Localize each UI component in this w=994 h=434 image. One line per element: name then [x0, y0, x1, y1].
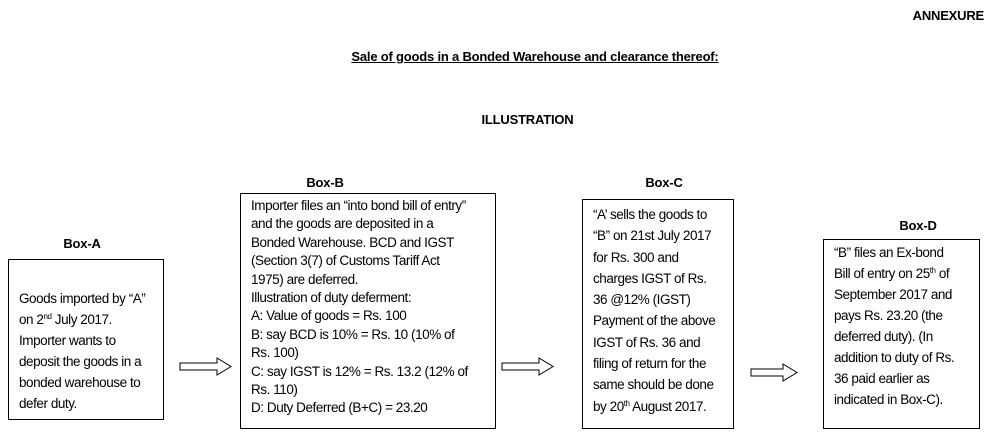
- box-text-line: pays Rs. 23.20 (the: [834, 305, 979, 326]
- text-segment: July 2017.: [51, 312, 112, 327]
- box-text-line: Goods imported by “A”: [19, 288, 163, 309]
- text-segment: Rs. 100): [251, 345, 299, 361]
- box-text-line: A: Value of goods = Rs. 100: [251, 307, 495, 325]
- box-text-line: “B” files an Ex-bond: [834, 242, 979, 263]
- box-d-label: Box-D: [899, 218, 937, 233]
- box-c-label: Box-C: [645, 175, 683, 190]
- text-segment: for Rs. 300 and: [593, 249, 679, 265]
- text-segment: bonded warehouse to: [19, 375, 141, 390]
- text-segment: IGST of Rs. 36 and: [593, 334, 701, 350]
- box-text-line: 36 @12% (IGST): [593, 289, 733, 310]
- text-segment: Bill of entry on 25: [834, 266, 930, 281]
- box-d: “B” files an Ex-bond Bill of entry on 25t…: [823, 239, 980, 429]
- superscript: th: [929, 266, 936, 275]
- text-segment: A: Value of goods = Rs. 100: [251, 308, 407, 324]
- text-segment: “A’ sells the goods to: [593, 207, 707, 222]
- text-segment: of: [935, 266, 950, 281]
- box-text-line: Payment of the above: [593, 310, 733, 331]
- text-segment: D: Duty Deferred (B+C) = 23.20: [251, 400, 428, 416]
- box-text-line: IGST of Rs. 36 and: [593, 332, 733, 353]
- text-segment: Rs. 110): [251, 382, 298, 398]
- text-segment: indicated in Box-C).: [834, 392, 943, 407]
- text-segment: Importer files an “into bond bill of ent…: [251, 198, 466, 213]
- box-text-line: Bill of entry on 25th of: [834, 263, 979, 284]
- annexure-heading: ANNEXURE: [912, 8, 985, 23]
- text-segment: on 2: [19, 312, 44, 327]
- text-segment: pays Rs. 23.20 (the: [834, 308, 943, 323]
- text-segment: Importer wants to: [19, 333, 116, 348]
- box-text-line: “B” on 21st July 2017: [593, 225, 733, 246]
- right-arrow-icon: [750, 363, 798, 382]
- text-segment: (Section 3(7) of Customs Tariff Act: [251, 253, 440, 269]
- document-title: Sale of goods in a Bonded Warehouse and …: [351, 49, 719, 64]
- box-text-line: Rs. 110): [251, 381, 495, 399]
- box-text-line: on 2nd July 2017.: [19, 309, 163, 330]
- box-text-line: B: say BCD is 10% = Rs. 10 (10% of: [251, 326, 495, 344]
- text-segment: by 20: [593, 398, 624, 414]
- box-a: Goods imported by “A” on 2nd July 2017. Im…: [8, 259, 164, 420]
- text-segment: 36 paid earlier as: [834, 371, 930, 386]
- box-text-line: defer duty.: [19, 393, 163, 414]
- text-segment: Payment of the above: [593, 313, 716, 329]
- box-text-line: 1975) are deferred.: [251, 271, 495, 289]
- text-segment: Illustration of duty deferment:: [251, 290, 412, 306]
- box-text-line: Importer files an “into bond bill of ent…: [251, 197, 495, 215]
- text-segment: “B” files an Ex-bond: [834, 245, 944, 260]
- box-text-line: bonded warehouse to: [19, 372, 163, 393]
- box-text-line: Importer wants to: [19, 330, 163, 351]
- text-segment: deferred duty). (In: [834, 329, 933, 344]
- right-arrow-icon: [501, 357, 554, 376]
- box-b: Importer files an “into bond bill of ent…: [240, 193, 496, 429]
- superscript: nd: [43, 312, 52, 321]
- box-text-line: Bonded Warehouse. BCD and IGST: [251, 234, 495, 252]
- box-text-line: “A’ sells the goods to: [593, 204, 733, 225]
- text-segment: deposit the goods in a: [19, 354, 142, 369]
- box-text-line: charges IGST of Rs.: [593, 268, 733, 289]
- box-text-line: Illustration of duty deferment:: [251, 289, 495, 307]
- box-text-line: Rs. 100): [251, 344, 495, 362]
- text-segment: addition to duty of Rs.: [834, 350, 955, 365]
- text-segment: charges IGST of Rs.: [593, 270, 707, 286]
- text-segment: September 2017 and: [834, 287, 952, 302]
- box-text-line: by 20th August 2017.: [593, 396, 733, 417]
- text-segment: filing of return for the: [593, 356, 707, 372]
- box-text-line: C: say IGST is 12% = Rs. 13.2 (12% of: [251, 363, 495, 381]
- text-segment: August 2017.: [629, 398, 707, 414]
- box-text-line: same should be done: [593, 374, 733, 395]
- box-b-label: Box-B: [306, 175, 344, 190]
- box-a-label: Box-A: [63, 236, 101, 251]
- text-segment: same should be done: [593, 377, 714, 393]
- box-c: “A’ sells the goods to “B” on 21st July 2…: [582, 199, 734, 429]
- box-text-line: and the goods are deposited in a: [251, 215, 495, 233]
- box-text-line: addition to duty of Rs.: [834, 347, 979, 368]
- text-segment: 36 @12% (IGST): [593, 292, 691, 308]
- illustration-heading: ILLUSTRATION: [481, 112, 574, 127]
- text-segment: Goods imported by “A”: [19, 291, 146, 306]
- box-text-line: filing of return for the: [593, 353, 733, 374]
- box-text-line: D: Duty Deferred (B+C) = 23.20: [251, 399, 495, 417]
- box-text-line: deferred duty). (In: [834, 326, 979, 347]
- box-text-line: deposit the goods in a: [19, 351, 163, 372]
- box-text-line: 36 paid earlier as: [834, 368, 979, 389]
- superscript: th: [623, 398, 630, 408]
- text-segment: C: say IGST is 12% = Rs. 13.2 (12% of: [251, 363, 468, 379]
- box-text-line: indicated in Box-C).: [834, 389, 979, 410]
- right-arrow-icon: [179, 357, 232, 376]
- box-text-line: (Section 3(7) of Customs Tariff Act: [251, 252, 495, 270]
- text-segment: “B” on 21st July 2017: [593, 228, 712, 244]
- text-segment: 1975) are deferred.: [251, 271, 359, 287]
- text-segment: Bonded Warehouse. BCD and IGST: [251, 234, 454, 250]
- text-segment: and the goods are deposited in a: [251, 216, 434, 232]
- box-text-line: September 2017 and: [834, 284, 979, 305]
- text-segment: defer duty.: [19, 396, 77, 411]
- text-segment: B: say BCD is 10% = Rs. 10 (10% of: [251, 326, 455, 342]
- box-text-line: for Rs. 300 and: [593, 247, 733, 268]
